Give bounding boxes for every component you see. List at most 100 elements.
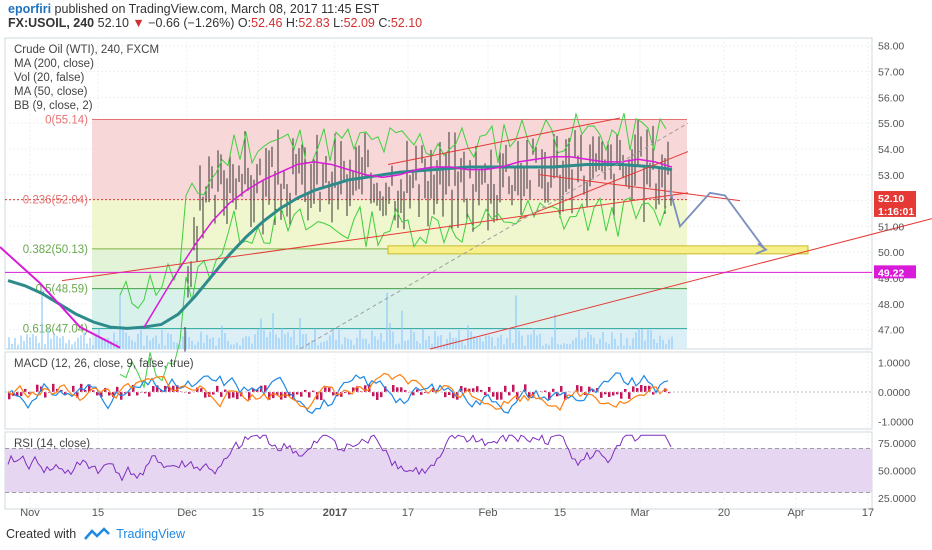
macd-histogram-bar — [528, 391, 531, 399]
volume-bar — [590, 334, 592, 349]
volume-bar — [575, 337, 577, 349]
target-zone — [387, 245, 809, 255]
volume-bar — [332, 331, 334, 349]
volume-bar — [443, 344, 445, 349]
price-tick-label: 53.00 — [878, 170, 904, 182]
author-link[interactable]: eporfiri — [8, 2, 52, 16]
dashed-trendline — [299, 122, 689, 350]
volume-bar — [170, 334, 172, 349]
macd-histogram-bar — [612, 391, 615, 396]
macd-histogram-bar — [444, 391, 447, 398]
volume-bar — [101, 338, 103, 349]
volume-bar — [71, 344, 73, 349]
volume-bar — [491, 337, 493, 349]
volume-bar — [62, 336, 64, 349]
volume-bar — [401, 310, 403, 349]
legend-vol[interactable]: Vol (20, false) — [14, 72, 85, 84]
legend-ma50[interactable]: MA (50, close) — [14, 86, 88, 98]
legend-ma200[interactable]: MA (200, close) — [14, 58, 94, 70]
volume-bar — [38, 342, 40, 349]
close-value: 52.10 — [390, 16, 423, 30]
macd-histogram-bar — [252, 388, 255, 392]
volume-bar — [353, 344, 355, 349]
volume-bar — [566, 343, 568, 349]
macd-histogram-bar — [524, 384, 527, 392]
volume-bar — [524, 345, 526, 349]
macd-histogram-bar — [316, 391, 319, 400]
volume-bar — [578, 329, 580, 349]
volume-bar — [551, 337, 553, 349]
macd-histogram-bar — [496, 391, 499, 400]
legend-title[interactable]: Crude Oil (WTI), 240, FXCM — [14, 44, 160, 56]
macd-histogram-bar — [120, 391, 123, 400]
macd-histogram-bar — [88, 384, 91, 392]
volume-bar — [341, 344, 343, 349]
volume-bar — [479, 337, 481, 349]
volume-bar — [227, 341, 229, 349]
volume-bar — [572, 340, 574, 349]
macd-histogram-bar — [492, 391, 495, 397]
macd-histogram-bar — [640, 384, 643, 392]
macd-histogram-bar — [116, 386, 119, 392]
volume-bar — [662, 339, 664, 349]
volume-bar — [593, 337, 595, 349]
x-tick-label: Dec — [177, 507, 197, 519]
legend-macd[interactable]: MACD (12, 26, close, 9, false, true) — [14, 358, 194, 370]
volume-bar — [395, 344, 397, 349]
macd-histogram-bar — [324, 387, 327, 392]
macd-histogram-bar — [112, 391, 115, 397]
volume-bar — [68, 339, 70, 349]
macd-histogram-bar — [356, 386, 359, 392]
volume-bar — [173, 341, 175, 349]
macd-histogram-bar — [296, 391, 299, 395]
volume-bar — [269, 331, 271, 349]
x-tick-label: 20 — [718, 507, 730, 519]
volume-bar — [542, 345, 544, 349]
fib-zone — [92, 288, 687, 329]
macd-tick-label: 0.0000 — [878, 387, 910, 399]
volume-bar — [659, 335, 661, 349]
x-tick-label: 15 — [252, 507, 264, 519]
macd-histogram-bar — [272, 391, 275, 399]
volume-bar — [224, 333, 226, 349]
price-tick-label: 50.00 — [878, 247, 904, 259]
macd-histogram-bar — [196, 387, 199, 392]
projection-arrow — [669, 190, 766, 251]
macd-histogram-bar — [204, 391, 207, 398]
volume-bar — [128, 336, 130, 349]
high-value: 52.83 — [298, 16, 330, 30]
macd-histogram-bar — [652, 391, 655, 395]
macd-histogram-bar — [644, 385, 647, 392]
fib-level-label: 0.618(47.04) — [23, 324, 88, 336]
volume-bar — [413, 331, 415, 349]
down-triangle-icon: ▼ — [132, 16, 145, 30]
macd-histogram-bar — [556, 391, 559, 397]
volume-bar — [521, 335, 523, 349]
volume-bar — [344, 337, 346, 349]
macd-histogram-bar — [76, 391, 79, 398]
macd-histogram-bar — [264, 385, 267, 392]
volume-bar — [233, 344, 235, 349]
volume-bar — [407, 340, 409, 349]
legend-rsi[interactable]: RSI (14, close) — [14, 438, 91, 450]
volume-bar — [32, 333, 34, 349]
macd-histogram-bar — [100, 391, 103, 398]
macd-histogram-bar — [488, 387, 491, 392]
volume-bar — [221, 325, 223, 349]
volume-bar — [167, 333, 169, 349]
tradingview-brand[interactable]: TradingView — [116, 527, 185, 541]
macd-histogram-bar — [344, 391, 347, 394]
rsi-tick-label: 75.0000 — [878, 438, 916, 450]
low-label: L: — [333, 16, 344, 30]
ma50-early-line — [0, 246, 121, 349]
volume-bar — [8, 337, 10, 349]
volume-bar — [164, 345, 166, 349]
footer: Created with TradingView — [6, 527, 185, 541]
volume-bar — [185, 330, 187, 349]
volume-bar — [668, 339, 670, 349]
legend-bb[interactable]: BB (9, close, 2) — [14, 100, 93, 112]
volume-bar — [563, 343, 565, 349]
volume-bar — [305, 333, 307, 349]
publish-header: eporfiri published on TradingView.com, M… — [8, 2, 379, 16]
